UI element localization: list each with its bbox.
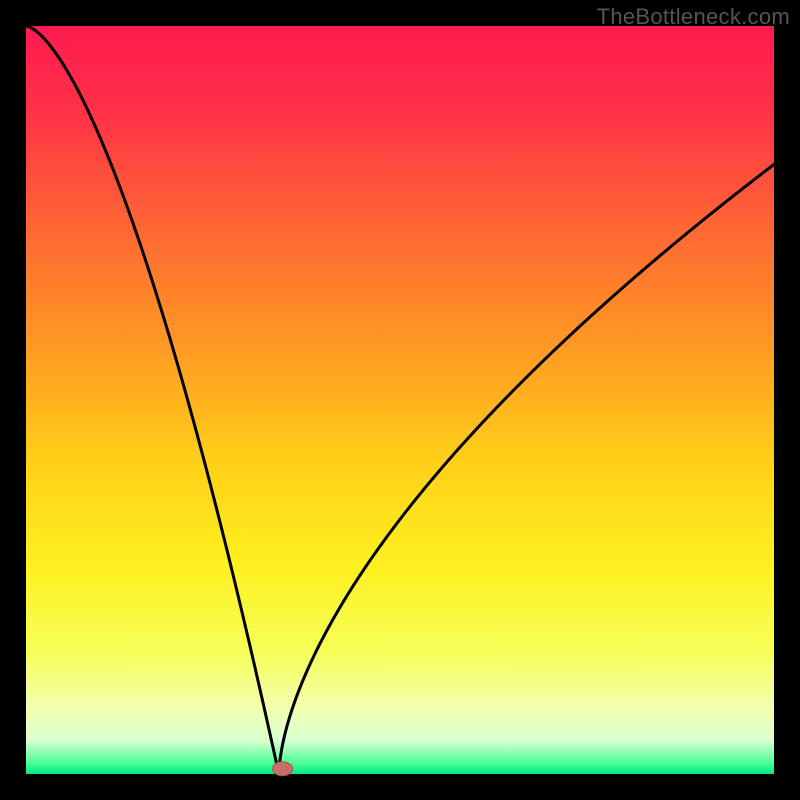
optimal-point-marker bbox=[273, 762, 293, 776]
bottleneck-chart: TheBottleneck.com bbox=[0, 0, 800, 800]
plot-area bbox=[26, 26, 774, 774]
chart-svg bbox=[0, 0, 800, 800]
watermark-text: TheBottleneck.com bbox=[597, 4, 790, 30]
